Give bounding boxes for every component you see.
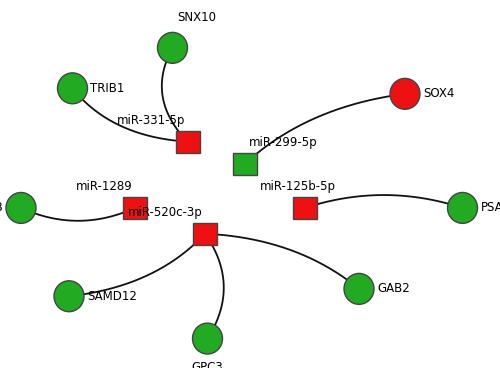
Text: SOX4: SOX4 (423, 87, 454, 100)
Bar (123, 197, 147, 219)
Text: PSAT1: PSAT1 (480, 201, 500, 215)
Text: GPC3: GPC3 (192, 361, 224, 368)
Text: miR-1289: miR-1289 (76, 180, 132, 193)
Bar (233, 153, 257, 175)
Bar (176, 131, 200, 153)
Text: miR-299-5p: miR-299-5p (249, 136, 318, 149)
Text: TRIB1: TRIB1 (90, 82, 125, 95)
Ellipse shape (344, 273, 374, 304)
Text: SAMD12: SAMD12 (87, 290, 137, 303)
Ellipse shape (448, 192, 478, 223)
Text: miR-520c-3p: miR-520c-3p (128, 206, 202, 219)
Ellipse shape (54, 281, 84, 312)
Text: SNX10: SNX10 (178, 11, 216, 24)
Text: miR-331-5p: miR-331-5p (116, 114, 185, 127)
Ellipse shape (58, 73, 88, 104)
Text: JUNB: JUNB (0, 201, 3, 215)
Ellipse shape (192, 323, 222, 354)
Bar (293, 197, 317, 219)
Bar (193, 223, 217, 245)
Text: miR-125b-5p: miR-125b-5p (260, 180, 336, 193)
Ellipse shape (158, 32, 188, 63)
Ellipse shape (6, 192, 36, 223)
Ellipse shape (390, 78, 420, 109)
Text: GAB2: GAB2 (377, 282, 410, 296)
